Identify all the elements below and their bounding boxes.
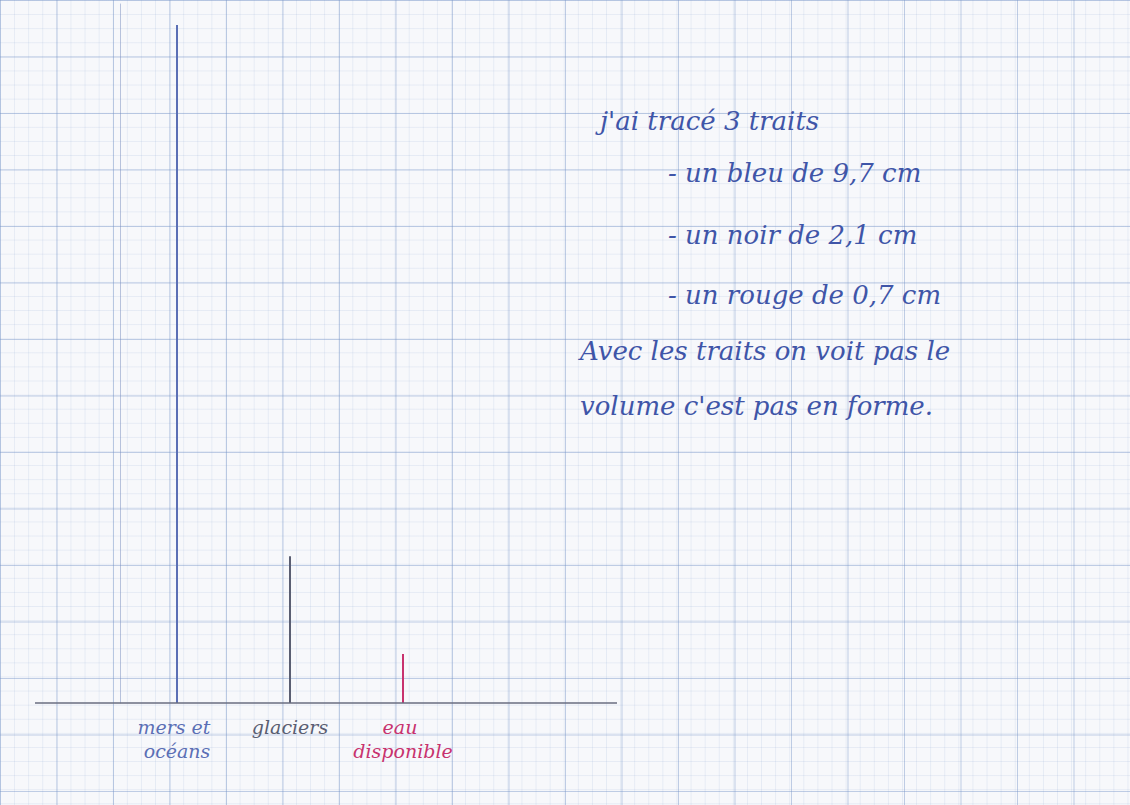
svg-text:mers et: mers et bbox=[137, 716, 216, 738]
svg-text:glaciers: glaciers bbox=[252, 716, 329, 738]
svg-text:eau: eau bbox=[383, 716, 424, 738]
svg-text:disponible: disponible bbox=[353, 740, 452, 762]
svg-text:- un rouge de 0,7 cm: - un rouge de 0,7 cm bbox=[668, 280, 941, 310]
svg-text:j'ai tracé 3 traits: j'ai tracé 3 traits bbox=[595, 106, 819, 136]
svg-text:volume c'est pas en forme.: volume c'est pas en forme. bbox=[580, 391, 933, 421]
svg-text:- un bleu de 9,7 cm: - un bleu de 9,7 cm bbox=[668, 158, 921, 188]
svg-text:- un noir de 2,1 cm: - un noir de 2,1 cm bbox=[668, 220, 917, 250]
svg-text:océans: océans bbox=[144, 740, 211, 762]
svg-text:Avec les traits on voit pas le: Avec les traits on voit pas le bbox=[578, 336, 950, 366]
